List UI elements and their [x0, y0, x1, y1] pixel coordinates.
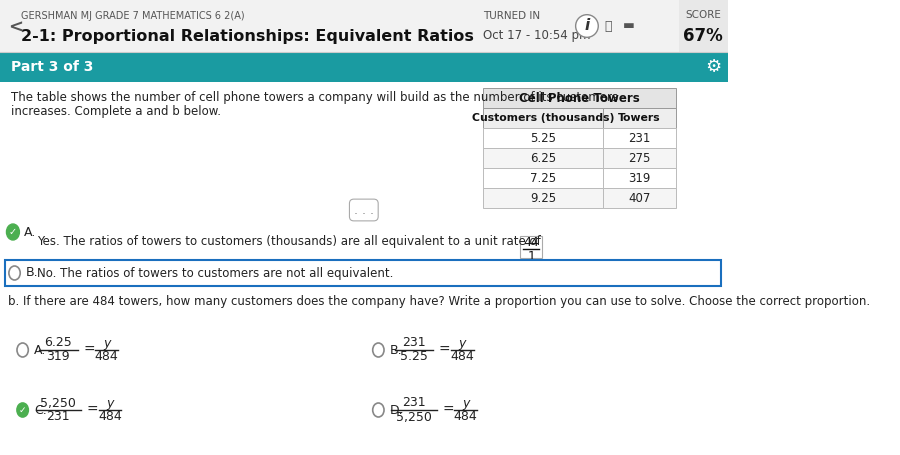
FancyBboxPatch shape — [4, 260, 721, 286]
Text: D.: D. — [390, 404, 403, 416]
Text: Towers: Towers — [618, 113, 661, 123]
Text: i: i — [584, 19, 590, 34]
Text: TURNED IN: TURNED IN — [483, 11, 541, 21]
Text: ▬: ▬ — [623, 20, 634, 32]
Text: <: < — [8, 19, 23, 37]
FancyBboxPatch shape — [603, 168, 676, 188]
Text: 319: 319 — [628, 172, 651, 184]
FancyBboxPatch shape — [603, 148, 676, 168]
Text: 231: 231 — [47, 410, 70, 424]
Text: C.: C. — [34, 404, 47, 416]
Text: =: = — [439, 343, 451, 357]
Text: 9.25: 9.25 — [530, 192, 556, 204]
Text: B.: B. — [390, 344, 402, 357]
Text: No. The ratios of towers to customers are not all equivalent.: No. The ratios of towers to customers ar… — [37, 267, 393, 279]
Circle shape — [373, 343, 384, 357]
Text: 231: 231 — [628, 131, 651, 145]
Text: 7.25: 7.25 — [530, 172, 556, 184]
FancyBboxPatch shape — [483, 128, 603, 148]
Text: 6.25: 6.25 — [530, 152, 556, 165]
Text: increases. Complete a and b below.: increases. Complete a and b below. — [12, 106, 221, 118]
FancyBboxPatch shape — [483, 88, 676, 108]
Text: Customers (thousands): Customers (thousands) — [472, 113, 615, 123]
Text: 5,250: 5,250 — [40, 396, 76, 410]
Text: The table shows the number of cell phone towers a company will build as the numb: The table shows the number of cell phone… — [12, 91, 618, 103]
FancyBboxPatch shape — [483, 148, 603, 168]
FancyBboxPatch shape — [603, 108, 676, 128]
Text: 484: 484 — [451, 350, 474, 364]
Text: . . .: . . . — [354, 203, 373, 217]
Circle shape — [17, 343, 28, 357]
Text: ✓: ✓ — [19, 405, 26, 415]
Text: y: y — [103, 337, 111, 349]
Text: Part 3 of 3: Part 3 of 3 — [12, 60, 94, 74]
Text: 5,250: 5,250 — [396, 410, 432, 424]
Circle shape — [6, 224, 20, 240]
Text: GERSHMAN MJ GRADE 7 MATHEMATICS 6 2(A): GERSHMAN MJ GRADE 7 MATHEMATICS 6 2(A) — [21, 11, 245, 21]
FancyBboxPatch shape — [483, 168, 603, 188]
Text: 484: 484 — [454, 410, 478, 424]
Text: Yes. The ratios of towers to customers (thousands) are all equivalent to a unit : Yes. The ratios of towers to customers (… — [37, 236, 541, 248]
Text: y: y — [459, 337, 466, 349]
Text: Cell Phone Towers: Cell Phone Towers — [519, 91, 640, 105]
Text: SCORE: SCORE — [686, 10, 721, 20]
FancyBboxPatch shape — [0, 0, 727, 52]
Text: 231: 231 — [402, 396, 426, 410]
Circle shape — [17, 403, 28, 417]
Text: y: y — [106, 396, 113, 410]
Text: 275: 275 — [628, 152, 651, 165]
Text: 67%: 67% — [683, 27, 724, 45]
FancyBboxPatch shape — [520, 236, 543, 258]
FancyBboxPatch shape — [680, 0, 727, 52]
FancyBboxPatch shape — [603, 128, 676, 148]
Text: 319: 319 — [47, 350, 70, 364]
Text: 231: 231 — [402, 337, 426, 349]
Text: 5.25: 5.25 — [530, 131, 556, 145]
FancyBboxPatch shape — [603, 188, 676, 208]
Text: b. If there are 484 towers, how many customers does the company have? Write a pr: b. If there are 484 towers, how many cus… — [8, 295, 870, 308]
Text: ⚙: ⚙ — [705, 58, 721, 76]
Text: 5.25: 5.25 — [400, 350, 428, 364]
Text: 1: 1 — [527, 249, 536, 263]
Text: B.: B. — [26, 267, 39, 279]
Circle shape — [373, 403, 384, 417]
FancyBboxPatch shape — [483, 108, 603, 128]
FancyBboxPatch shape — [483, 188, 603, 208]
Text: =: = — [86, 403, 98, 417]
Text: A.: A. — [34, 344, 46, 357]
Text: 484: 484 — [94, 350, 119, 364]
Text: ✓: ✓ — [9, 227, 17, 237]
Circle shape — [9, 266, 20, 280]
Text: 407: 407 — [628, 192, 651, 204]
Text: 484: 484 — [98, 410, 122, 424]
Text: =: = — [442, 403, 454, 417]
Text: Oct 17 - 10:54 pm: Oct 17 - 10:54 pm — [483, 29, 591, 41]
FancyBboxPatch shape — [0, 52, 727, 82]
Text: =: = — [83, 343, 94, 357]
Text: 2-1: Proportional Relationships: Equivalent Ratios: 2-1: Proportional Relationships: Equival… — [21, 30, 474, 45]
Text: 6.25: 6.25 — [44, 337, 72, 349]
Text: A.: A. — [24, 226, 37, 238]
Text: 🔔: 🔔 — [604, 20, 612, 32]
Text: 44: 44 — [523, 237, 539, 249]
Text: y: y — [462, 396, 470, 410]
